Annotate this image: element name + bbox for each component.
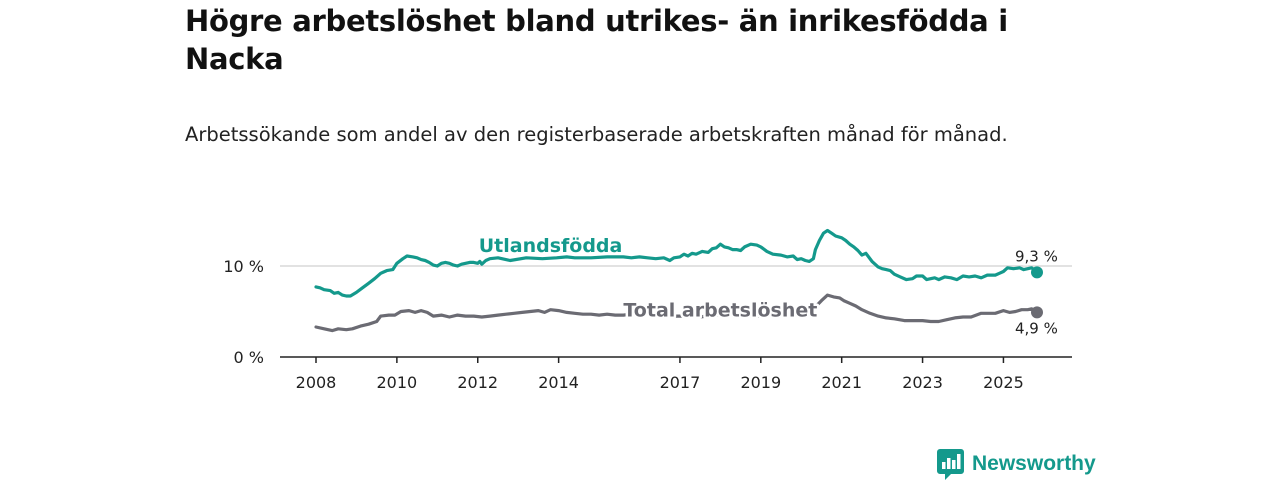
y-tick-label: 0 % (234, 348, 264, 367)
x-tick-label: 2010 (377, 373, 418, 392)
end-label-utlandsfodda: 9,3 % (1015, 247, 1058, 265)
newsworthy-logo: Newsworthy (937, 448, 1096, 480)
chart-subtitle: Arbetssökande som andel av den registerb… (185, 123, 1008, 146)
x-tick-label: 2025 (983, 373, 1024, 392)
x-tick-label: 2012 (457, 373, 498, 392)
x-tick-label: 2019 (740, 373, 781, 392)
x-tick-label: 2023 (902, 373, 943, 392)
x-tick-label: 2017 (660, 373, 701, 392)
x-tick-label: 2021 (821, 373, 862, 392)
end-label-total: 4,9 % (1015, 319, 1058, 337)
axis-layer: 0 % 10 % 2008 2010 2012 2014 2017 2019 2021 2023 2… (223, 257, 1072, 392)
series-layer (314, 228, 1043, 333)
chart-title: Högre arbetslöshet bland utrikes- än inr… (185, 4, 1008, 76)
x-tick-label: 2014 (538, 373, 579, 392)
x-tick-label: 2008 (296, 373, 337, 392)
newsworthy-logo-icon (937, 448, 964, 480)
label-layer: Utlandsfödda Total arbetslöshet 9,3 % 4,9 % (476, 232, 1060, 339)
series-line-total (314, 293, 1039, 333)
series-line-utlandsfodda (314, 228, 1039, 298)
series-end-dot (1031, 306, 1043, 319)
series-label-total: Total arbetslöshet (623, 300, 817, 322)
y-tick-label: 10 % (223, 257, 264, 276)
series-end-dot (1031, 266, 1043, 279)
brand-name: Newsworthy (972, 452, 1096, 475)
series-label-utlandsfodda: Utlandsfödda (479, 235, 623, 257)
